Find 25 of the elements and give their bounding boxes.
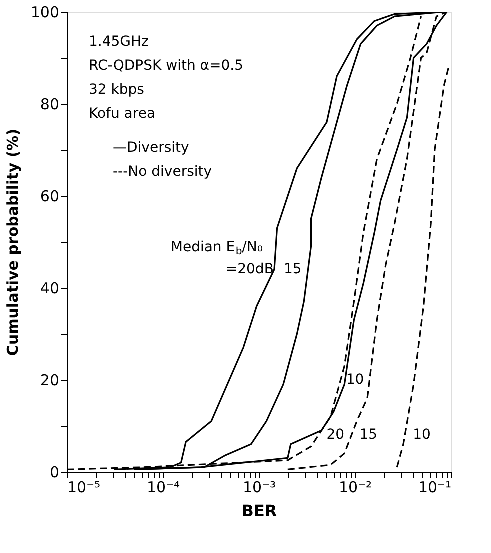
annotation: RC-QDPSK with α=0.5 [89, 58, 244, 74]
series-label: =20dB [226, 262, 274, 278]
annotation: —Diversity [113, 140, 190, 156]
annotation: Kofu area [89, 106, 156, 122]
y-tick-label: 100 [30, 4, 60, 22]
y-tick-label: 40 [40, 280, 60, 298]
series-label: 15 [360, 427, 378, 444]
y-tick-label: 60 [40, 188, 60, 206]
y-tick-label: 0 [50, 464, 60, 482]
x-tick-label: 10⁻² [338, 478, 372, 496]
x-axis-title: BER [242, 502, 278, 520]
x-tick-label: 10⁻⁴ [146, 478, 180, 496]
x-tick-label: 10⁻¹ [418, 478, 452, 496]
y-tick-label: 20 [40, 372, 60, 390]
series-label: 15 [284, 262, 302, 278]
x-tick-label: 10⁻⁵ [68, 478, 101, 496]
y-axis-title: Cumulative probability (%) [4, 128, 22, 356]
series-label: 10 [413, 427, 431, 444]
x-tick-label: 10⁻³ [242, 478, 276, 496]
y-tick-label: 80 [40, 96, 60, 114]
annotation: ---No diversity [113, 164, 212, 180]
series-label: 20 [326, 427, 345, 444]
annotation: 1.45GHz [89, 34, 149, 50]
annotation: 32 kbps [89, 82, 144, 98]
series-label: 10 [346, 372, 364, 388]
